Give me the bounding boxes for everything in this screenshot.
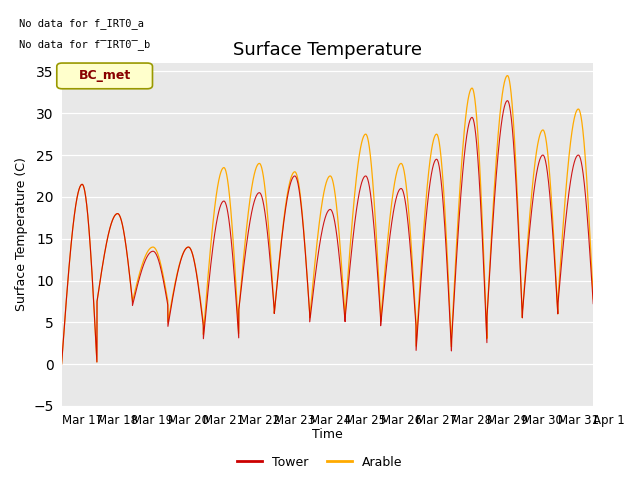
Tower: [153, 253, 161, 259]
Arable: [589, 296, 597, 302]
Line: Arable: Arable: [61, 75, 593, 364]
Tower: [307, 305, 315, 311]
Text: No data for f_IRT0_a: No data for f_IRT0_a: [19, 18, 144, 29]
Tower: [504, 98, 511, 104]
Y-axis label: Surface Temperature (C): Surface Temperature (C): [15, 157, 28, 312]
Arable: [58, 361, 65, 367]
Tower: [477, 199, 484, 204]
Arable: [307, 297, 315, 303]
Text: No data for f̅IRT0̅_b: No data for f̅IRT0̅_b: [19, 39, 150, 50]
Arable: [477, 179, 484, 184]
Arable: [589, 286, 596, 292]
X-axis label: Time: Time: [312, 428, 343, 441]
Arable: [504, 72, 511, 78]
Arable: [447, 319, 454, 324]
Tower: [58, 361, 65, 367]
Legend: Tower, Arable: Tower, Arable: [232, 451, 408, 474]
Tower: [447, 325, 454, 331]
Arable: [153, 249, 161, 255]
Tower: [417, 278, 425, 284]
Tower: [589, 301, 597, 307]
Line: Tower: Tower: [61, 101, 593, 364]
Tower: [589, 293, 596, 299]
Arable: [417, 267, 425, 273]
Title: Surface Temperature: Surface Temperature: [233, 41, 422, 59]
FancyBboxPatch shape: [57, 63, 152, 89]
Text: BC_met: BC_met: [79, 69, 131, 82]
